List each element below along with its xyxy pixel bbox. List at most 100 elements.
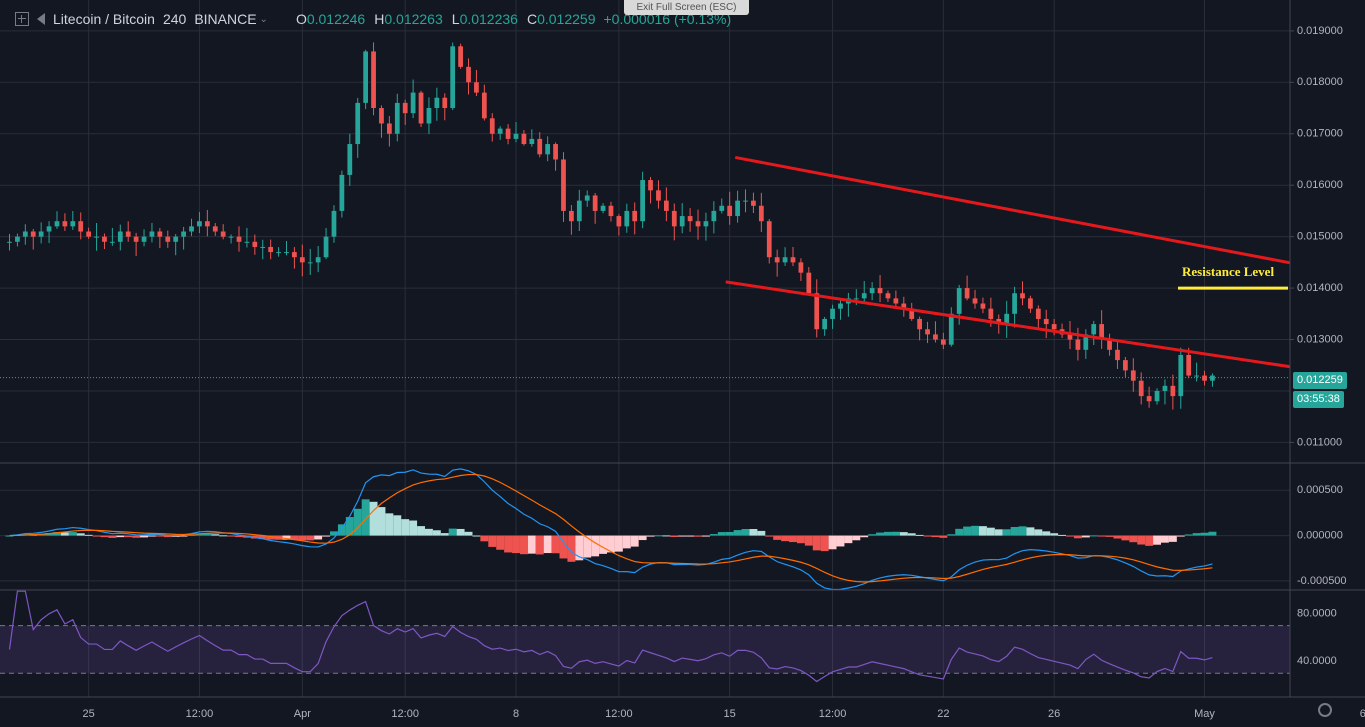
candle-body bbox=[656, 190, 661, 201]
signal-line bbox=[9, 473, 1213, 583]
candle-body bbox=[228, 236, 234, 238]
chevron-down-icon[interactable]: ⌄ bbox=[259, 13, 268, 25]
price-axis[interactable]: 0.019000 0.018000 0.017000 0.016000 0.015000… bbox=[1290, 25, 1347, 667]
candle-body bbox=[15, 236, 20, 242]
macd-histogram-bar bbox=[512, 535, 520, 554]
macd-histogram-bar bbox=[480, 535, 489, 542]
exit-fullscreen-button[interactable]: Exit Full Screen (ESC) bbox=[624, 0, 749, 15]
candle-body bbox=[569, 210, 574, 222]
candle-body bbox=[584, 195, 590, 201]
expand-icon[interactable] bbox=[15, 12, 29, 26]
macd-histogram-bar bbox=[203, 533, 212, 536]
macd-histogram-bar bbox=[68, 532, 77, 536]
macd-histogram-bar bbox=[931, 535, 940, 538]
macd-histogram-bar bbox=[804, 535, 813, 546]
candle-body bbox=[276, 252, 281, 254]
macd-histogram-bar bbox=[116, 535, 125, 538]
candle-body bbox=[735, 200, 740, 217]
macd-histogram-bar bbox=[1161, 535, 1169, 543]
macd-histogram-bar bbox=[187, 534, 196, 536]
macd-histogram-bar bbox=[53, 532, 61, 536]
candle-body bbox=[600, 205, 606, 211]
candle-body bbox=[869, 288, 875, 294]
price-tick-label: 0.011000 bbox=[1297, 436, 1342, 448]
macd-histogram-bar bbox=[1042, 531, 1051, 536]
macd-histogram-bar bbox=[195, 533, 204, 536]
gear-icon[interactable] bbox=[1318, 703, 1332, 717]
candle-body bbox=[576, 200, 582, 222]
macd-histogram-bar bbox=[1026, 527, 1035, 536]
macd-histogram-bar bbox=[409, 520, 418, 536]
candle-body bbox=[497, 128, 503, 134]
macd-histogram-bar bbox=[496, 535, 505, 550]
macd-histogram-bar bbox=[1081, 535, 1090, 538]
symbol-name[interactable]: Litecoin / Bitcoin bbox=[53, 11, 155, 27]
candle-body bbox=[956, 288, 962, 314]
channel-upper-line[interactable] bbox=[734, 155, 1365, 339]
macd-histogram-bar bbox=[504, 535, 513, 553]
candle-body bbox=[125, 231, 131, 237]
candle-body bbox=[355, 102, 361, 145]
macd-histogram-bar bbox=[749, 529, 758, 536]
candle-body bbox=[798, 262, 804, 273]
timeframe[interactable]: 240 bbox=[162, 11, 187, 27]
close-value: 0.012259 bbox=[537, 11, 596, 27]
price-tick-label: 0.014000 bbox=[1297, 282, 1343, 294]
candle-body bbox=[244, 241, 250, 243]
rsi-line bbox=[8, 590, 1213, 683]
macd-histogram-bar bbox=[614, 535, 623, 552]
candle-body bbox=[363, 51, 369, 103]
candle-body bbox=[624, 210, 630, 227]
macd-histogram-bar bbox=[955, 528, 964, 536]
collapse-arrow-icon[interactable] bbox=[37, 13, 45, 25]
price-tick-label: 0.017000 bbox=[1297, 128, 1343, 140]
macd-histogram-bar bbox=[76, 533, 85, 536]
candle-body bbox=[394, 102, 400, 134]
candle-body bbox=[592, 195, 598, 211]
macd-histogram-bar bbox=[1105, 535, 1114, 537]
macd-histogram-bar bbox=[456, 528, 465, 536]
candle-body bbox=[561, 159, 566, 211]
high-value: 0.012263 bbox=[384, 11, 443, 27]
macd-histogram-bar bbox=[543, 535, 552, 554]
candle-body bbox=[371, 51, 376, 109]
macd-histogram-bar bbox=[519, 535, 528, 555]
macd-histogram-bar bbox=[1192, 533, 1201, 536]
time-tick-label: 8 bbox=[513, 708, 519, 720]
candle-body bbox=[418, 92, 424, 124]
macd-histogram-bar bbox=[211, 534, 220, 536]
time-axis[interactable]: 2512:00Apr12:00812:001512:002226May612:0… bbox=[83, 708, 1365, 720]
candle-body bbox=[1162, 385, 1168, 391]
candle-body bbox=[410, 92, 416, 114]
candle-body bbox=[901, 303, 907, 309]
candle-body bbox=[1043, 318, 1049, 325]
candle-body bbox=[141, 236, 147, 242]
exchange[interactable]: BINANCE bbox=[194, 11, 257, 27]
high-label: H bbox=[374, 11, 385, 27]
candle-body bbox=[197, 221, 202, 227]
macd-histogram-bar bbox=[140, 535, 148, 538]
candle-body bbox=[616, 216, 622, 227]
candle-body bbox=[38, 231, 44, 237]
macd-histogram-bar bbox=[535, 535, 544, 555]
candle-body bbox=[1178, 354, 1184, 397]
macd-histogram-bar bbox=[60, 532, 69, 536]
candle-body bbox=[284, 252, 289, 254]
macd-histogram-bar bbox=[527, 535, 536, 554]
macd-histogram-bar bbox=[654, 535, 663, 537]
rsi-band bbox=[0, 625, 1290, 674]
macd-histogram-bar bbox=[551, 535, 560, 554]
macd-histogram-bar bbox=[678, 535, 687, 537]
macd-histogram-bar bbox=[472, 535, 481, 537]
candle-body bbox=[537, 138, 543, 155]
channel-lower-line[interactable] bbox=[725, 280, 1365, 427]
price-tick-label: 0.015000 bbox=[1297, 231, 1343, 243]
macd-histogram-bar bbox=[155, 535, 164, 537]
candle-body bbox=[220, 231, 226, 237]
candle-body bbox=[110, 241, 115, 243]
macd-histogram-bar bbox=[567, 535, 576, 562]
macd-histogram-bar bbox=[1058, 534, 1067, 536]
macd-histogram-bar bbox=[947, 534, 956, 536]
macd-histogram-bar bbox=[258, 535, 267, 539]
